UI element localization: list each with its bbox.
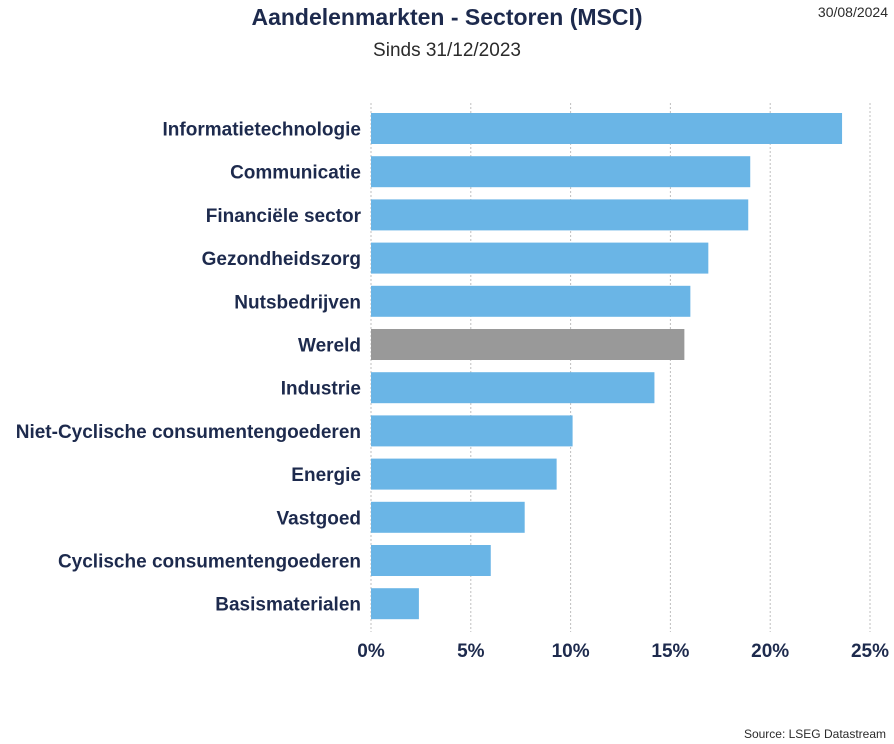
x-tick-label: 10% xyxy=(552,641,590,662)
bar xyxy=(371,113,843,144)
category-labels: Informatietechnologie Communicatie Financi… xyxy=(16,120,362,616)
date-stamp: 30/08/2024 xyxy=(817,4,888,20)
category-label: Communicatie xyxy=(230,163,361,184)
x-tick-label: 20% xyxy=(751,641,789,662)
x-axis-ticks: 0% 5% 10% 15% 20% 25% xyxy=(357,641,889,662)
x-tick-label: 25% xyxy=(851,641,889,662)
x-tick-label: 0% xyxy=(357,641,385,662)
bars xyxy=(371,113,843,620)
bar xyxy=(371,458,557,490)
category-label: Informatietechnologie xyxy=(163,120,361,141)
category-label: Nutsbedrijven xyxy=(234,292,361,313)
category-label: Wereld xyxy=(298,336,361,357)
bar xyxy=(371,501,525,533)
bar xyxy=(371,588,419,620)
category-label: Vastgoed xyxy=(277,508,361,529)
bar xyxy=(371,199,749,231)
category-label: Financiële sector xyxy=(206,206,362,227)
source-note: Source: LSEG Datastream xyxy=(743,727,886,741)
category-label: Gezondheidszorg xyxy=(202,249,361,270)
x-tick-label: 15% xyxy=(651,641,689,662)
chart-subtitle: Sinds 31/12/2023 xyxy=(373,40,521,61)
bar xyxy=(371,156,751,188)
category-label: Energie xyxy=(291,465,361,486)
bar xyxy=(371,545,491,576)
gridlines xyxy=(370,103,871,632)
bar xyxy=(371,242,709,274)
x-tick-label: 5% xyxy=(457,641,485,662)
category-label: Basismaterialen xyxy=(215,595,361,616)
bar xyxy=(371,372,655,404)
chart-title: Aandelenmarkten - Sectoren (MSCI) xyxy=(251,4,643,30)
category-label: Niet-Cyclische consumentengoederen xyxy=(16,422,361,443)
bar-highlight xyxy=(371,329,685,360)
category-label: Cyclische consumentengoederen xyxy=(58,552,361,573)
category-label: Industrie xyxy=(281,379,361,400)
bar xyxy=(371,415,573,447)
bar xyxy=(371,285,691,317)
